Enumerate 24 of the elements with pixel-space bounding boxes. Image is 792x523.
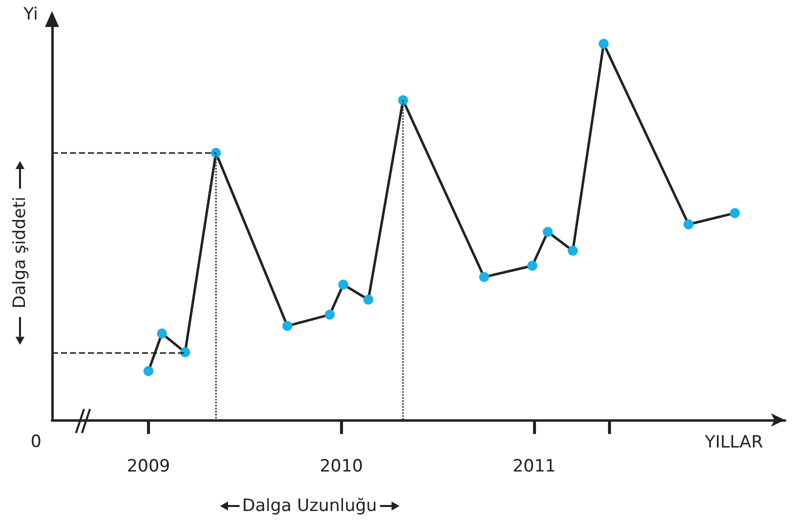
point <box>156 328 167 338</box>
point <box>542 226 553 237</box>
y-axis-title: Yi <box>22 4 38 24</box>
text: 0 <box>30 432 42 452</box>
x-tick-label: 2011 <box>512 456 556 476</box>
point <box>730 208 740 218</box>
point <box>180 347 190 358</box>
point <box>338 280 348 290</box>
point <box>568 246 578 256</box>
point <box>143 366 154 376</box>
point <box>684 219 694 230</box>
text: Dalga şiddeti <box>10 196 30 309</box>
point <box>210 148 221 158</box>
point <box>527 260 538 271</box>
x-axis-title: YILLAR <box>704 432 764 452</box>
x-tick-label: 2010 <box>320 456 363 476</box>
point <box>479 272 490 282</box>
x-tick-label: 2009 <box>126 456 170 476</box>
point <box>598 38 609 49</box>
point <box>363 294 374 305</box>
point <box>398 95 408 106</box>
point <box>324 310 335 320</box>
point <box>282 320 292 331</box>
text: Dalga Uzunluğu <box>242 496 377 516</box>
